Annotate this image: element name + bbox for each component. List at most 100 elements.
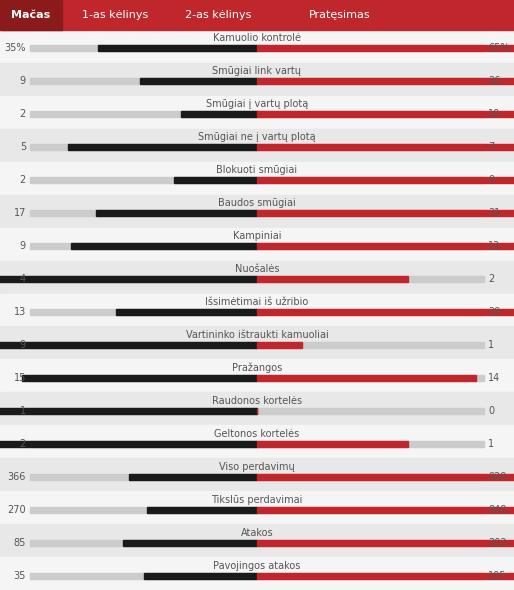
Text: 35%: 35% — [5, 44, 26, 54]
Bar — [0, 294, 514, 326]
Text: Baudos smūgiai: Baudos smūgiai — [218, 198, 296, 208]
Bar — [257, 177, 514, 183]
Bar — [0, 491, 514, 524]
Text: 2-as kėlinys: 2-as kėlinys — [185, 10, 251, 20]
Bar — [181, 112, 257, 117]
Bar — [30, 145, 484, 150]
Text: 13: 13 — [14, 307, 26, 317]
Bar — [0, 425, 514, 458]
Text: 270: 270 — [7, 504, 26, 514]
Bar — [71, 243, 257, 249]
Bar — [0, 261, 514, 294]
Bar — [0, 228, 514, 261]
Text: 105: 105 — [488, 571, 506, 581]
Bar — [117, 309, 257, 315]
Bar — [30, 375, 484, 381]
Text: 4: 4 — [20, 274, 26, 284]
Bar — [30, 276, 484, 282]
Text: Pražangos: Pražangos — [232, 362, 282, 373]
Text: Pratęsimas: Pratęsimas — [309, 10, 371, 20]
Bar — [0, 129, 514, 162]
Bar — [257, 210, 514, 216]
Text: 9: 9 — [20, 340, 26, 350]
Bar — [0, 458, 514, 491]
Bar — [257, 145, 514, 150]
Text: Išsimėtimai iš užribio: Išsimėtimai iš užribio — [206, 297, 308, 307]
Bar — [257, 507, 514, 513]
Text: Viso perdavimų: Viso perdavimų — [219, 462, 295, 472]
Bar — [30, 507, 484, 513]
Bar — [0, 524, 514, 557]
Text: 2: 2 — [20, 175, 26, 185]
Bar — [30, 342, 484, 348]
Text: Kampiniai: Kampiniai — [233, 231, 281, 241]
Bar — [0, 0, 62, 30]
Bar — [0, 441, 257, 447]
Bar — [0, 408, 257, 414]
Bar — [257, 45, 514, 51]
Bar — [257, 474, 514, 480]
Bar — [30, 177, 484, 183]
Text: 65%: 65% — [488, 44, 509, 54]
Text: 2: 2 — [488, 274, 494, 284]
Text: 0: 0 — [488, 406, 494, 416]
Bar — [257, 243, 514, 249]
Text: 26: 26 — [488, 77, 500, 86]
Bar — [96, 210, 257, 216]
Text: 9: 9 — [20, 77, 26, 86]
Text: 35: 35 — [14, 571, 26, 581]
Bar — [257, 441, 408, 447]
Bar — [140, 78, 257, 84]
Text: 1: 1 — [488, 439, 494, 449]
Bar — [257, 112, 514, 117]
Text: 848: 848 — [488, 504, 506, 514]
Bar — [174, 177, 257, 183]
Text: 929: 929 — [488, 472, 506, 481]
Text: 9: 9 — [20, 241, 26, 251]
Bar — [257, 342, 302, 348]
Text: Tikslūs perdavimai: Tikslūs perdavimai — [211, 494, 303, 504]
Text: 2: 2 — [20, 109, 26, 119]
Text: Vartininko ištraukti kamuoliai: Vartininko ištraukti kamuoliai — [186, 330, 328, 340]
Text: Geltonos kortelės: Geltonos kortelės — [214, 429, 300, 439]
Bar — [98, 45, 257, 51]
Bar — [0, 162, 514, 195]
Bar — [257, 276, 408, 282]
Bar — [0, 195, 514, 228]
Bar — [257, 309, 514, 315]
Bar — [30, 572, 484, 579]
Text: 10: 10 — [488, 109, 500, 119]
Bar — [257, 78, 514, 84]
Bar — [30, 309, 484, 315]
Text: 31: 31 — [488, 208, 500, 218]
Bar — [257, 572, 514, 579]
Text: Pavojingos atakos: Pavojingos atakos — [213, 560, 301, 571]
Bar — [30, 45, 484, 51]
Bar — [0, 392, 514, 425]
Bar — [0, 30, 514, 63]
Text: Blokuoti smūgiai: Blokuoti smūgiai — [216, 165, 298, 175]
Text: 2: 2 — [20, 439, 26, 449]
Text: Atakos: Atakos — [241, 527, 273, 537]
Bar — [30, 408, 484, 414]
Text: Raudonos kortelės: Raudonos kortelės — [212, 396, 302, 406]
Bar — [257, 375, 476, 381]
Bar — [30, 243, 484, 249]
Bar — [0, 63, 514, 96]
Text: 1: 1 — [488, 340, 494, 350]
Bar — [68, 145, 257, 150]
Text: 15: 15 — [14, 373, 26, 383]
Bar — [30, 210, 484, 216]
Bar — [128, 474, 257, 480]
Text: 366: 366 — [8, 472, 26, 481]
Text: Smūgiai į vartų plotą: Smūgiai į vartų plotą — [206, 99, 308, 109]
Text: 13: 13 — [488, 241, 500, 251]
Text: Nuošalės: Nuošalės — [235, 264, 279, 274]
Text: 9: 9 — [488, 175, 494, 185]
Bar — [30, 474, 484, 480]
Bar — [123, 540, 257, 546]
Text: 1-as kėlinys: 1-as kėlinys — [82, 10, 148, 20]
Bar — [0, 96, 514, 129]
Bar — [0, 326, 514, 359]
Text: 203: 203 — [488, 537, 506, 548]
